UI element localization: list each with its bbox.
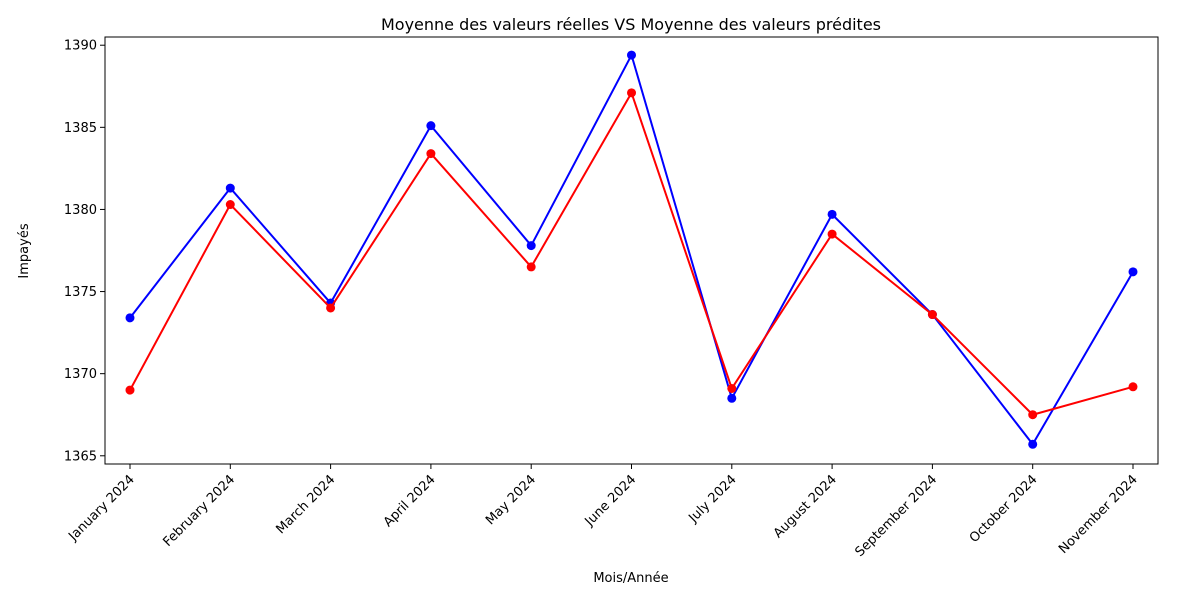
x-tick-label: February 2024 — [160, 472, 238, 550]
series-1 — [125, 88, 1138, 420]
y-tick-label: 1365 — [64, 449, 97, 464]
series-0 — [125, 50, 1138, 449]
data-point — [125, 385, 135, 395]
x-tick-label: July 2024 — [685, 472, 739, 526]
data-point — [426, 149, 436, 159]
data-point — [827, 209, 837, 219]
x-tick-label: August 2024 — [771, 472, 840, 541]
plot-area — [104, 36, 1159, 465]
data-point — [1028, 410, 1038, 420]
y-tick-label: 1390 — [64, 39, 97, 54]
y-tick-label: 1385 — [64, 121, 97, 136]
data-point — [727, 383, 737, 393]
data-point — [326, 303, 336, 313]
series-layer — [125, 50, 1138, 449]
x-tick-label: June 2024 — [582, 472, 640, 530]
data-point — [627, 88, 636, 98]
data-point — [1128, 267, 1138, 277]
data-point — [426, 121, 436, 131]
plot-frame — [104, 36, 1159, 465]
x-tick-label: November 2024 — [1056, 472, 1141, 557]
y-axis-label: Impayés — [17, 223, 32, 278]
data-point — [1028, 439, 1038, 449]
x-tick-label: March 2024 — [273, 472, 338, 537]
y-axis: 1365 1370 1375 1380 1385 1390 — [64, 39, 105, 464]
data-point — [125, 313, 135, 323]
data-point — [225, 183, 235, 193]
series-line — [129, 54, 1134, 446]
data-point — [526, 241, 536, 251]
data-point — [827, 229, 837, 239]
data-point — [526, 262, 536, 272]
x-tick-label: October 2024 — [967, 472, 1041, 546]
x-tick-label: May 2024 — [483, 472, 539, 528]
data-point — [1128, 382, 1138, 392]
data-point — [225, 200, 235, 210]
x-tick-label: January 2024 — [65, 472, 137, 544]
series-line — [129, 91, 1134, 416]
x-axis: January 2024 February 2024 March 2024 April… — [65, 464, 1141, 560]
data-point — [727, 393, 737, 403]
y-tick-label: 1375 — [64, 285, 97, 300]
y-tick-label: 1370 — [64, 367, 97, 382]
y-tick-label: 1380 — [64, 203, 97, 218]
x-tick-label: April 2024 — [381, 472, 439, 530]
chart-title: Moyenne des valeurs réelles VS Moyenne d… — [381, 15, 881, 34]
x-axis-label: Mois/Année — [593, 571, 668, 586]
x-tick-label: September 2024 — [852, 472, 940, 560]
data-point — [627, 50, 636, 60]
data-point — [927, 310, 937, 320]
